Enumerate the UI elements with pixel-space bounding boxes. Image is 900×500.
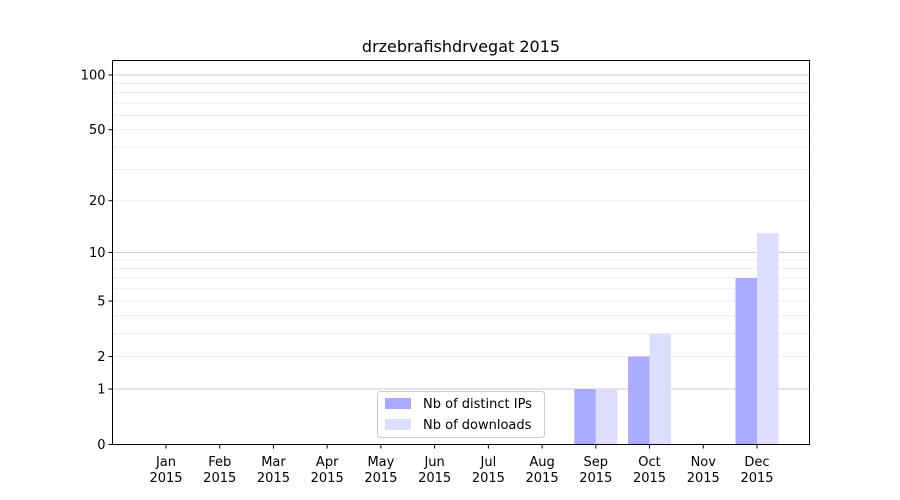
x-tick-label-month: Apr [316, 455, 339, 470]
x-tick-label-year: 2015 [740, 471, 773, 486]
bar-downloads [757, 233, 779, 445]
y-tick-label: 5 [97, 295, 105, 310]
x-tick-label-month: Nov [691, 455, 717, 470]
x-tick-label-month: May [367, 455, 394, 470]
bar-downloads [595, 388, 618, 445]
y-axis: 0 1 2 5 10 20 50 100 [81, 68, 113, 453]
x-tick-label-month: Mar [261, 455, 286, 470]
x-tick-label-year: 2015 [526, 471, 559, 486]
y-tick-label: 2 [97, 350, 105, 365]
x-tick-label-month: Dec [744, 455, 769, 470]
bar-distinct-ips [628, 356, 650, 445]
x-tick-label-year: 2015 [418, 471, 451, 486]
x-tick-label-year: 2015 [364, 471, 397, 486]
x-tick-label-year: 2015 [472, 471, 505, 486]
legend-label-distinct-ips: Nb of distinct IPs [423, 397, 532, 412]
chart-title: drzebrafishdrvegat 2015 [362, 37, 560, 56]
x-tick-label-month: Feb [208, 455, 231, 470]
y-tick-label: 0 [97, 438, 105, 453]
x-tick-label-month: Jan [155, 455, 176, 470]
x-axis: Jan2015Feb2015Mar2015Apr2015May2015Jun20… [149, 444, 774, 486]
bar-distinct-ips [574, 388, 596, 445]
x-tick-label-year: 2015 [311, 471, 344, 486]
x-tick-label-year: 2015 [149, 471, 182, 486]
y-tick-label: 100 [81, 68, 106, 83]
legend: Nb of distinct IPs Nb of downloads [377, 391, 545, 438]
legend-label-downloads: Nb of downloads [423, 418, 532, 433]
y-tick-label: 50 [89, 123, 106, 138]
legend-swatch-downloads [385, 419, 411, 430]
x-tick-label-month: Jun [423, 455, 444, 470]
y-tick-label: 1 [97, 382, 105, 397]
x-tick-label-year: 2015 [633, 471, 666, 486]
grid-lines [112, 74, 810, 390]
x-tick-label-year: 2015 [687, 471, 720, 486]
bar-distinct-ips [735, 277, 757, 445]
x-tick-label-month: Aug [529, 455, 554, 470]
y-tick-label: 10 [89, 246, 106, 261]
legend-box [377, 391, 545, 438]
x-tick-label-year: 2015 [203, 471, 236, 486]
x-tick-label-month: Jul [480, 455, 497, 470]
x-tick-label-month: Sep [584, 455, 609, 470]
x-tick-label-year: 2015 [579, 471, 612, 486]
legend-swatch-distinct-ips [385, 398, 411, 409]
x-tick-label-month: Oct [638, 455, 660, 470]
bar-downloads [649, 333, 672, 445]
x-tick-label-year: 2015 [257, 471, 290, 486]
bars [574, 233, 779, 445]
y-tick-label: 20 [89, 194, 106, 209]
